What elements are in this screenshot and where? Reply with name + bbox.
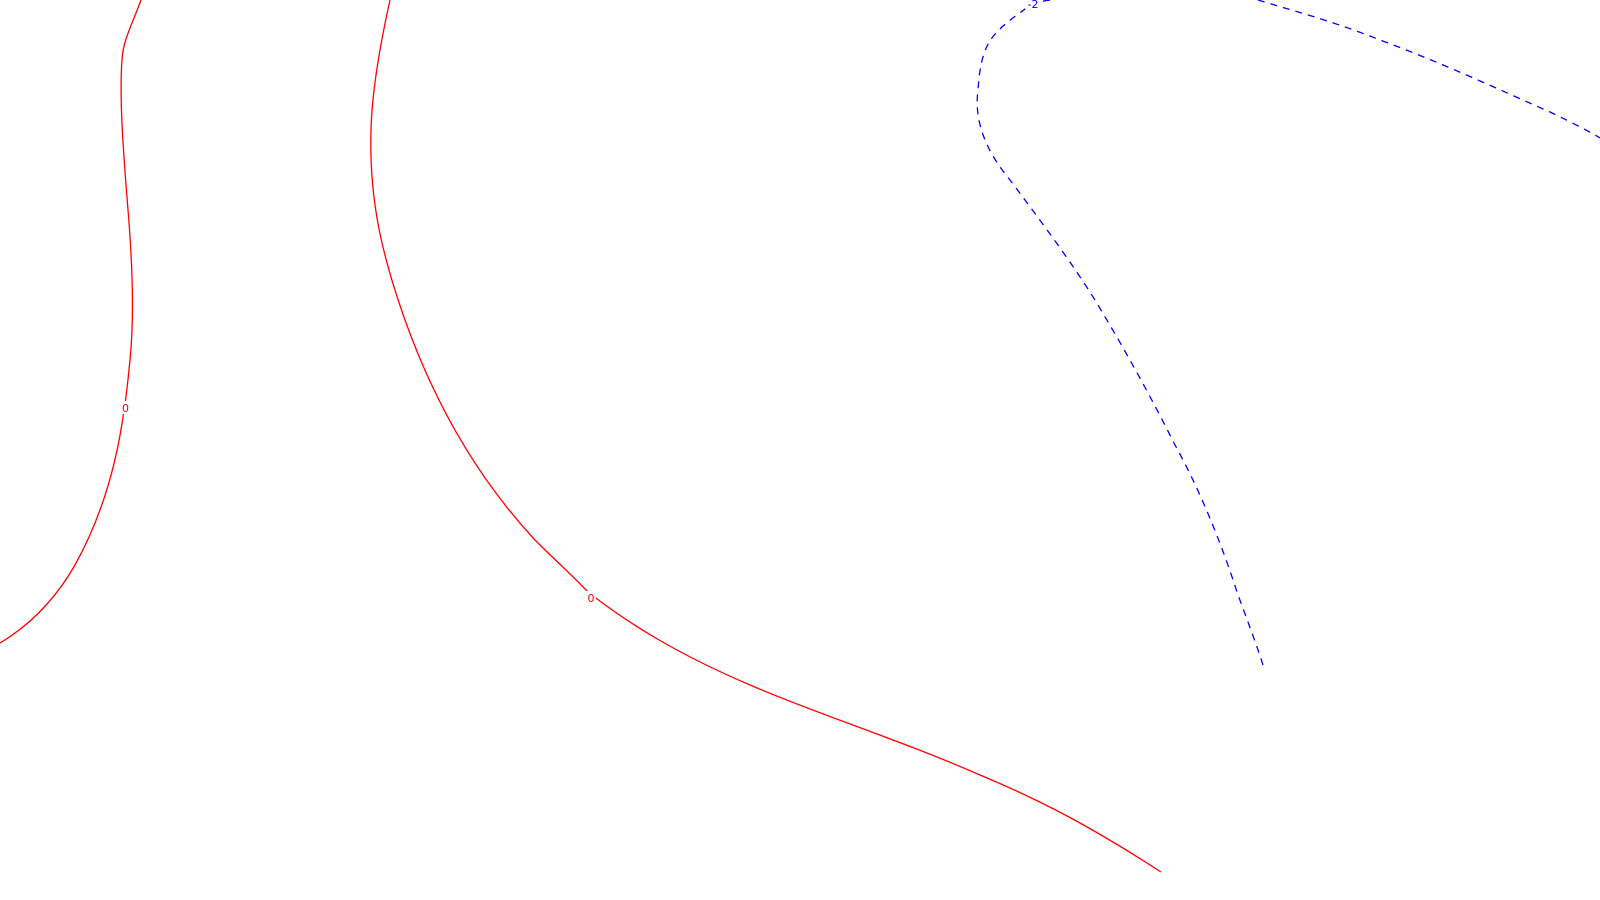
red-label-middle-bg: [586, 591, 596, 604]
red-contour-label-left-wrap: 0: [121, 401, 130, 415]
red-label-left-bg: [121, 401, 130, 414]
blue-contour-label: -2: [1028, 0, 1039, 11]
red-contour-label-middle-wrap: 0: [586, 591, 596, 605]
blue-dashed-contour-line: [976, 0, 1600, 666]
red-contour-line-left: [0, 0, 142, 644]
red-contour-label-middle: 0: [588, 592, 595, 605]
blue-contour-label-wrap: -2: [1025, 0, 1041, 11]
red-contour-label-left: 0: [122, 402, 129, 415]
red-contour-line-middle: [370, 0, 1162, 873]
blue-label-bg: [1025, 0, 1041, 9]
